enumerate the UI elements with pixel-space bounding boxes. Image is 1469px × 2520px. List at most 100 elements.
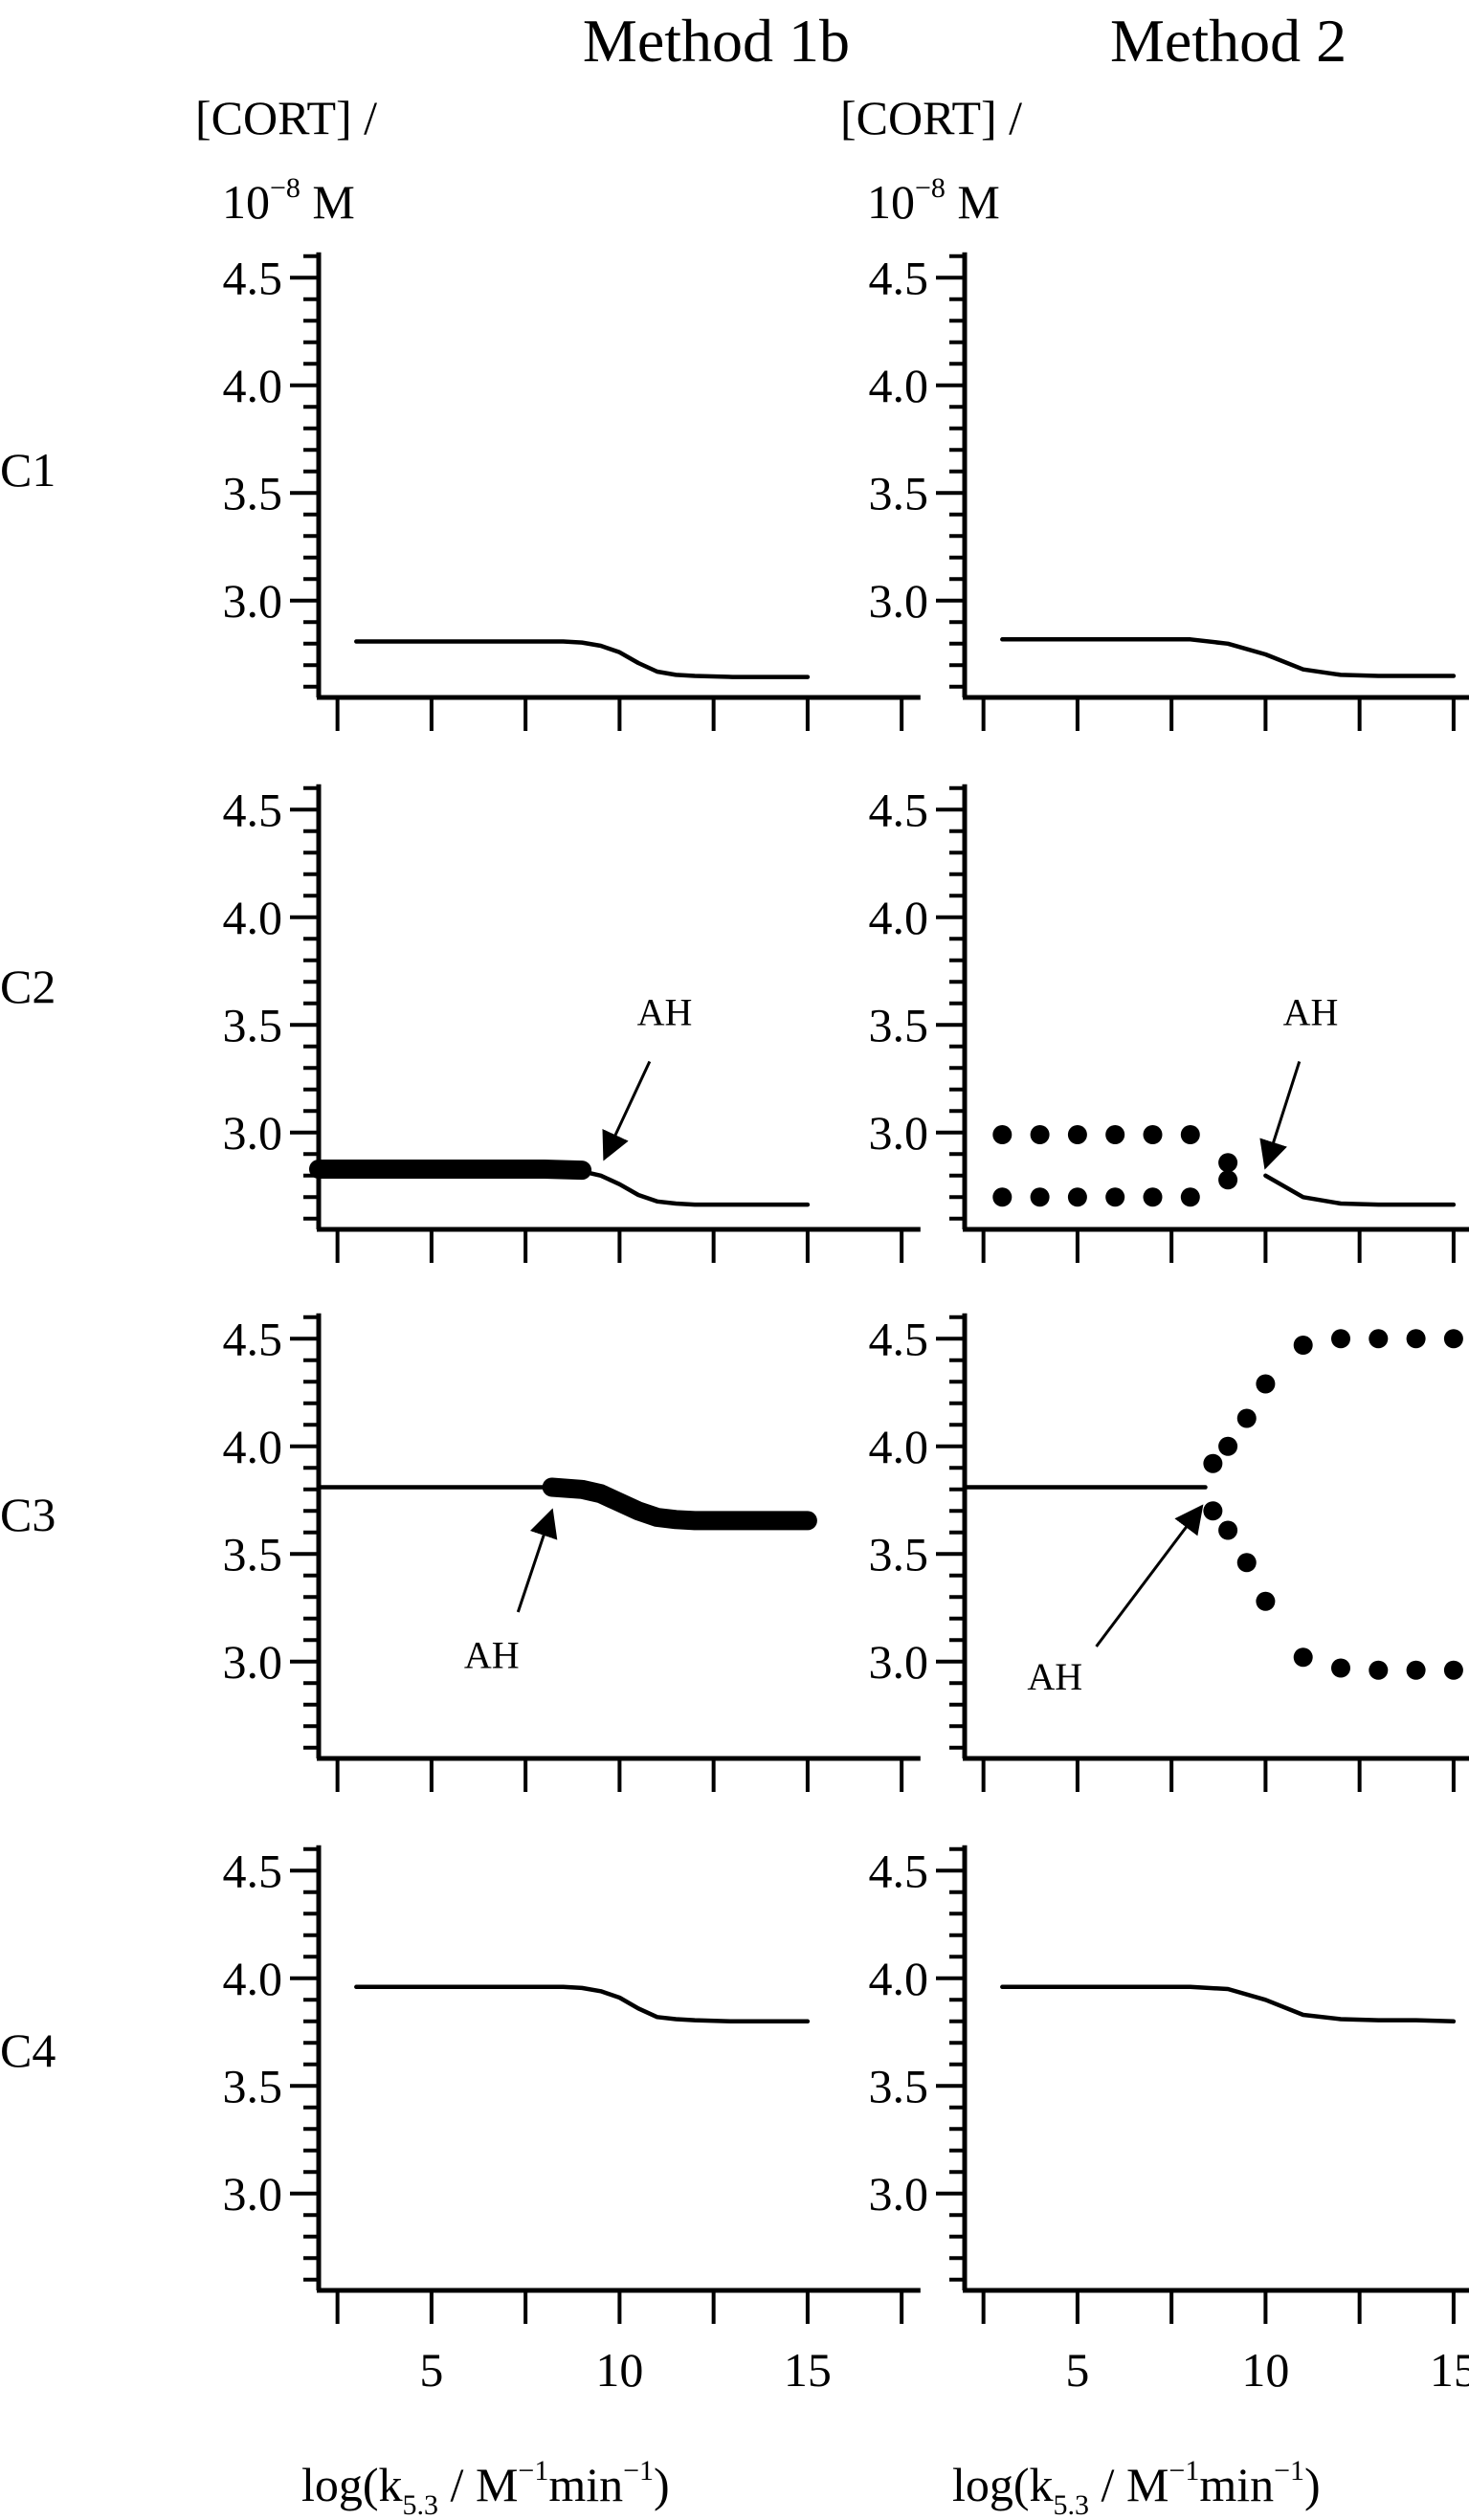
y-tick-label: 4.5 <box>223 1844 283 1897</box>
y-tick-label: 3.5 <box>869 466 929 519</box>
ylabel-method-2-line2: 10−8 M <box>867 172 1000 229</box>
series-line <box>1000 637 1457 678</box>
panel-c4-method-1b: 3.0 3.5 4.0 4.5 5 10 15 <box>223 1844 921 2397</box>
data-point <box>1067 1187 1087 1207</box>
series-thick-line <box>309 1160 592 1181</box>
data-point <box>1218 1520 1238 1540</box>
y-tick-label: 3.5 <box>869 2059 929 2112</box>
y-tick-label: 4.0 <box>223 891 283 944</box>
data-point <box>1067 1125 1087 1144</box>
y-tick-label: 3.0 <box>223 1635 283 1689</box>
y-tick-label: 4.0 <box>223 359 283 412</box>
xlabel-method-2: log(k5.3 / M−1min−1) <box>952 2455 1321 2520</box>
y-tick-label: 3.0 <box>869 1106 929 1160</box>
y-tick-label: 4.0 <box>869 359 929 412</box>
annotation-arrow <box>602 1060 652 1161</box>
y-tick-label: 4.0 <box>869 1952 929 2005</box>
panels-group: 3.03.54.04.53.03.54.04.53.03.54.04.5AH3.… <box>223 251 1469 2397</box>
data-point <box>1256 1374 1276 1394</box>
y-tick-label: 3.0 <box>223 574 283 628</box>
data-point <box>1236 1408 1257 1428</box>
column-title-method-1b: Method 1b <box>583 7 850 75</box>
y-tick-label: 4.0 <box>869 891 929 944</box>
data-point <box>1218 1153 1238 1173</box>
data-point <box>1143 1187 1163 1207</box>
ylabel-unit: M <box>300 175 355 229</box>
annotation-arrow <box>516 1508 558 1613</box>
row-label-c1: C1 <box>0 443 56 497</box>
series-line <box>1263 1173 1457 1207</box>
ylabel-unit: M <box>946 175 1000 229</box>
annotation-arrow <box>1259 1061 1302 1170</box>
row-label-c4: C4 <box>0 2023 56 2077</box>
series-line <box>579 1169 811 1207</box>
data-point <box>1406 1660 1426 1680</box>
y-tick-label: 3.5 <box>223 466 283 519</box>
panel-c2-method-1b: 3.0 3.5 4.0 4.5 AH <box>223 783 921 1263</box>
y-tick-label: 3.0 <box>869 1635 929 1689</box>
annotation-arrow <box>1095 1504 1204 1647</box>
ylabel-method-2-line1: [CORT] / <box>840 91 1022 144</box>
data-point <box>1203 1501 1223 1521</box>
data-point <box>992 1187 1013 1207</box>
y-tick-label: 4.0 <box>223 1420 283 1473</box>
data-point <box>1236 1553 1257 1573</box>
y-tick-label: 3.0 <box>223 2167 283 2221</box>
panel-c4-method-2: 3.0 3.5 4.0 4.5 5 10 15 <box>869 1844 1469 2397</box>
data-point <box>1256 1591 1276 1611</box>
ylabel-base: 10 <box>867 175 915 229</box>
y-tick-label: 4.5 <box>869 251 929 304</box>
panel-c2-method-2: 3.0 3.5 4.0 4.5 AH <box>869 783 1469 1263</box>
data-point <box>1180 1187 1200 1207</box>
y-tick-label: 3.0 <box>869 574 929 628</box>
data-point <box>1331 1329 1350 1349</box>
series-line <box>354 639 811 679</box>
x-tick-label: 5 <box>419 2343 443 2397</box>
y-tick-label: 3.5 <box>869 998 929 1051</box>
y-tick-label: 4.5 <box>869 783 929 836</box>
y-tick-label: 3.5 <box>869 1527 929 1581</box>
x-tick-label: 10 <box>595 2343 643 2397</box>
x-tick-label: 15 <box>784 2343 832 2397</box>
annotation-label: AH <box>1283 990 1339 1033</box>
data-point <box>992 1125 1013 1144</box>
x-tick-label: 5 <box>1065 2343 1089 2397</box>
y-tick-label: 3.5 <box>223 1527 283 1581</box>
y-tick-label: 4.5 <box>869 1312 929 1365</box>
ylabel-method-1b-line1: [CORT] / <box>195 91 377 144</box>
annotation-label: AH <box>637 990 693 1033</box>
x-tick-label: 10 <box>1241 2343 1289 2397</box>
data-point <box>1218 1170 1238 1190</box>
y-tick-label: 4.5 <box>223 251 283 304</box>
y-tick-label: 4.0 <box>869 1420 929 1473</box>
y-tick-label: 3.0 <box>869 2167 929 2221</box>
series-line <box>354 1984 811 2024</box>
data-point <box>1293 1336 1313 1355</box>
y-tick-label: 3.5 <box>223 998 283 1051</box>
data-point <box>1105 1125 1125 1144</box>
data-point <box>1203 1453 1223 1473</box>
panel-c3-method-2: 3.0 3.5 4.0 4.5 AH <box>869 1312 1469 1792</box>
ylabel-exponent: −8 <box>915 172 946 204</box>
panel-c3-method-1b: 3.0 3.5 4.0 4.5 AH <box>223 1312 921 1792</box>
y-tick-label: 4.5 <box>869 1844 929 1897</box>
data-point <box>1406 1329 1426 1349</box>
panel-c1-method-2: 3.0 3.5 4.0 4.5 <box>869 251 1469 731</box>
data-point <box>1331 1658 1350 1678</box>
y-tick-label: 3.0 <box>223 1106 283 1160</box>
series-thick-line <box>542 1477 817 1531</box>
panel-c1-method-1b: 3.0 3.5 4.0 4.5 <box>223 251 921 731</box>
data-point <box>1180 1125 1200 1144</box>
annotation-label: AH <box>464 1634 520 1677</box>
data-point <box>1369 1329 1389 1349</box>
data-point <box>1030 1187 1050 1207</box>
data-point <box>1030 1125 1050 1144</box>
series-line <box>1000 1984 1457 2024</box>
data-point <box>1293 1647 1313 1668</box>
ylabel-exponent: −8 <box>270 172 300 204</box>
column-title-method-2: Method 2 <box>1110 7 1347 75</box>
x-tick-label: 15 <box>1430 2343 1469 2397</box>
y-tick-label: 4.0 <box>223 1952 283 2005</box>
y-tick-label: 3.5 <box>223 2059 283 2112</box>
xlabel-method-1b: log(k5.3 / M−1min−1) <box>301 2455 670 2520</box>
